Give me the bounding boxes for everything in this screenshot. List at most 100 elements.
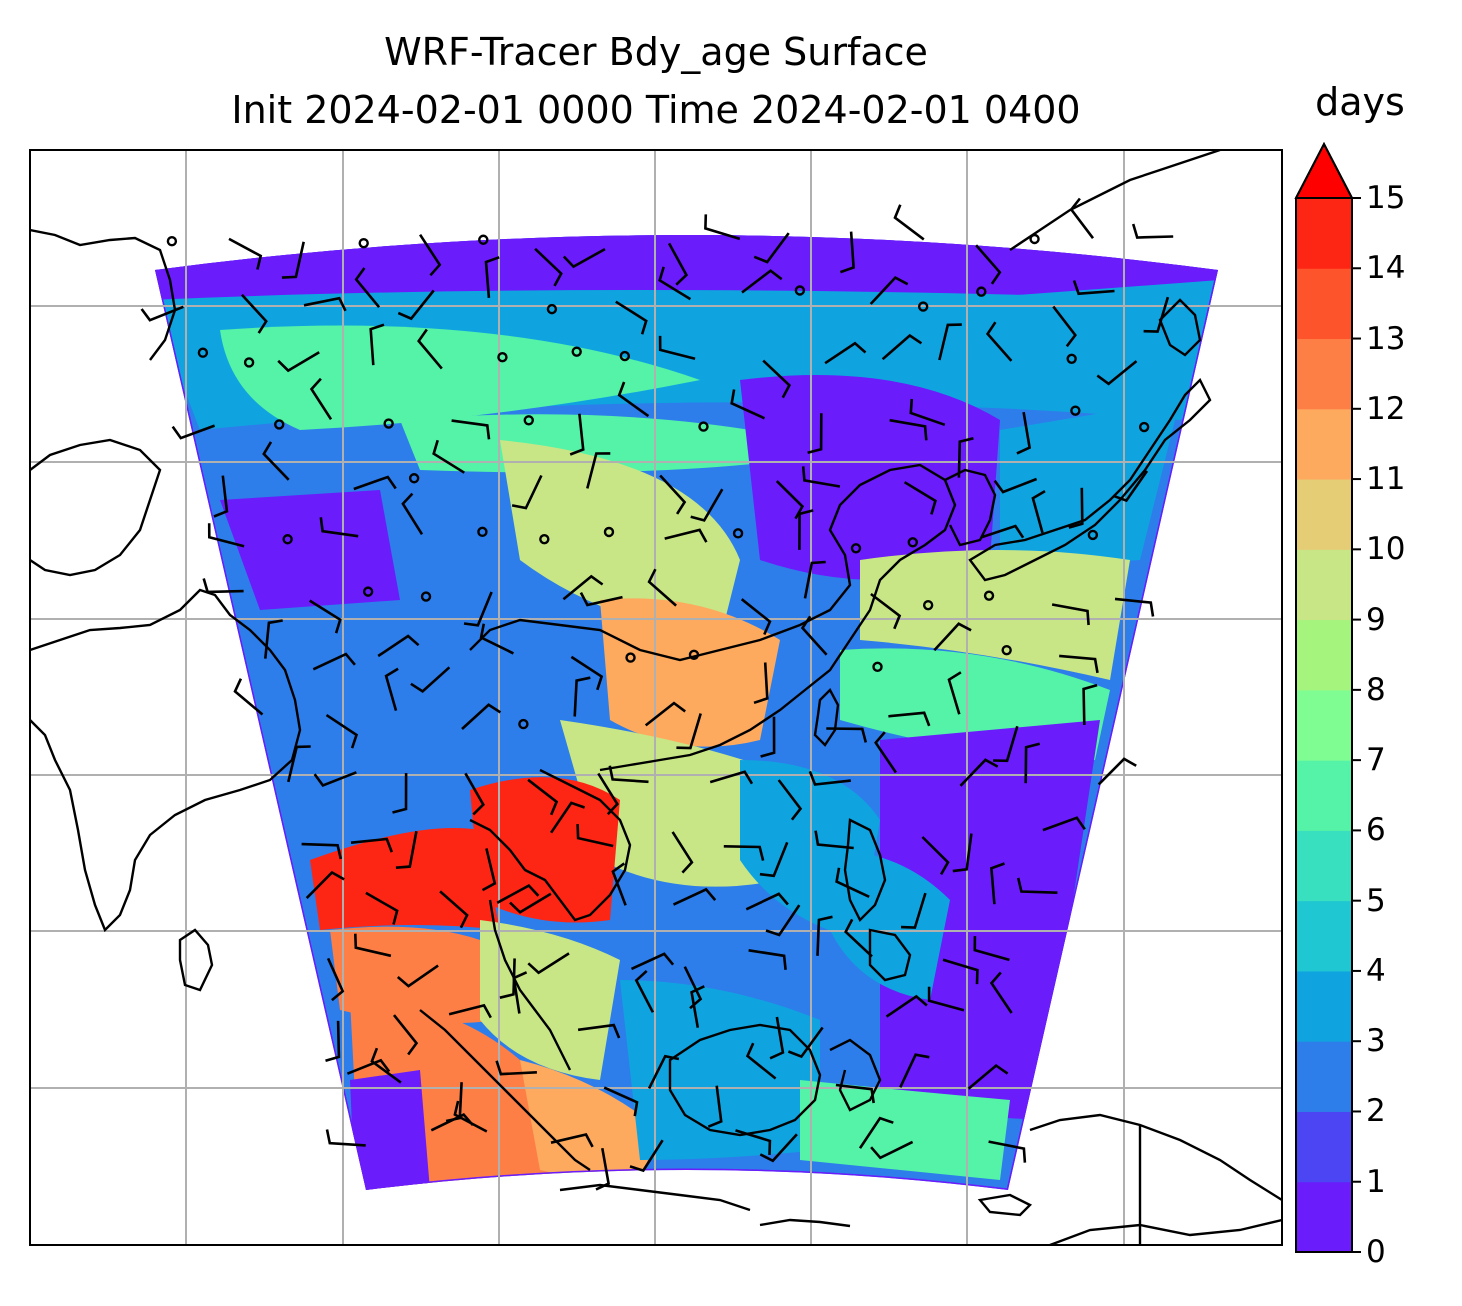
- wind-barb: [1131, 223, 1174, 239]
- wind-barb: [396, 964, 439, 988]
- wind-barb: [570, 655, 604, 691]
- wind-barb: [959, 758, 999, 787]
- wind-barb: [899, 1053, 930, 1088]
- wind-barb: [453, 1100, 488, 1133]
- wind-barb: [171, 424, 216, 440]
- wind-barb: [730, 389, 766, 420]
- wind-barb: [1068, 487, 1084, 529]
- wind-barb: [1096, 360, 1138, 386]
- coastline-taiwan: [813, 688, 840, 747]
- wind-barb: [301, 842, 343, 860]
- wind-barb: [597, 772, 619, 816]
- wind-barb: [586, 452, 611, 489]
- wind-barb: [826, 727, 868, 743]
- coastline-caspian: [30, 228, 177, 361]
- wind-barb: [938, 323, 962, 361]
- colorbar-tick-label: 14: [1366, 250, 1406, 287]
- wind-barb-calm: [539, 533, 550, 545]
- wind-barb: [1016, 411, 1032, 455]
- wind-barb: [671, 831, 694, 874]
- coastline-russia-east: [1009, 150, 1221, 251]
- wind-barb: [461, 703, 502, 730]
- wind-barb: [309, 377, 333, 421]
- wind-barb: [576, 824, 614, 848]
- wind-barb: [213, 475, 229, 518]
- colorbar-segment: [1296, 970, 1352, 1042]
- wind-barb: [803, 560, 826, 599]
- wind-barb: [392, 1014, 419, 1056]
- wind-barb: [870, 1140, 914, 1160]
- wind-barb: [326, 957, 345, 1002]
- coastline-timor: [977, 1193, 1033, 1217]
- wind-barb: [240, 293, 268, 334]
- wind-barb: [753, 232, 790, 264]
- gridlines: [30, 150, 1282, 1245]
- coastline-mindanao: [868, 928, 912, 982]
- wind-barb-calm: [358, 237, 369, 249]
- wind-barb: [1051, 603, 1090, 626]
- field-region: [600, 598, 780, 747]
- wind-barb: [562, 247, 606, 269]
- wind-barb: [947, 671, 962, 715]
- wind-barb: [350, 837, 394, 853]
- wind-barb: [1097, 757, 1137, 786]
- wind-barb: [479, 623, 514, 655]
- colorbar-tick-label: 13: [1366, 320, 1406, 357]
- wind-barb: [760, 716, 776, 758]
- colorbar-segment: [1296, 479, 1352, 550]
- wind-barb: [658, 335, 696, 361]
- coastline-lesser-sunda: [759, 1218, 851, 1228]
- colorbar-segment: [1296, 1041, 1352, 1112]
- wind-barb-calm: [166, 236, 178, 247]
- wind-barb-calm: [1029, 233, 1040, 245]
- coastline-australia-north: [1049, 1218, 1282, 1245]
- colorbar-tick-label: 5: [1366, 882, 1386, 919]
- wind-barb: [921, 836, 950, 876]
- wind-barb: [233, 678, 264, 716]
- field-region: [310, 828, 500, 930]
- wind-barb-calm: [477, 526, 488, 538]
- wind-barb: [369, 323, 385, 366]
- wind-barb: [667, 242, 689, 286]
- wind-barb-calm: [518, 718, 529, 730]
- wind-barb: [410, 666, 451, 694]
- wind-barb-calm: [1087, 529, 1099, 541]
- wind-barb: [870, 592, 902, 630]
- wind-barb: [464, 772, 485, 816]
- field-region: [800, 1080, 1010, 1180]
- wind-barb: [509, 892, 552, 914]
- wind-barb: [988, 1140, 1027, 1163]
- colorbar-outline: [1295, 141, 1353, 1253]
- wind-barb: [745, 892, 789, 911]
- wind-barb: [957, 437, 974, 478]
- wind-barb: [893, 204, 925, 241]
- wind-barb: [1024, 742, 1041, 784]
- wind-barb: [993, 725, 1019, 763]
- wind-barb-calm: [619, 350, 631, 362]
- colorbar-segment: [1296, 268, 1352, 340]
- coastline-sri-lanka: [178, 928, 214, 992]
- coastline-java: [559, 1183, 751, 1212]
- wind-barb-calm: [794, 285, 806, 296]
- wind-barb: [484, 256, 500, 299]
- wind-barb: [835, 1083, 875, 1104]
- wind-barb: [281, 241, 305, 279]
- colorbar-tick-label: 10: [1366, 531, 1406, 568]
- wind-barb: [527, 952, 570, 975]
- wind-barb-calm: [922, 599, 934, 611]
- wind-barb: [511, 474, 543, 510]
- wind-barb: [1143, 296, 1170, 333]
- wind-barb-calm: [420, 591, 432, 602]
- wind-barb: [1059, 654, 1099, 674]
- wind-barb: [325, 714, 359, 749]
- wind-barb: [264, 619, 283, 659]
- wind-barb: [401, 492, 424, 535]
- wind-barb: [377, 634, 420, 658]
- colorbar-tick-label: 15: [1366, 180, 1406, 216]
- wind-barb: [759, 841, 789, 878]
- wind-barb: [664, 528, 708, 543]
- wind-barb: [617, 381, 650, 418]
- wind-barb: [417, 328, 443, 370]
- field-region: [220, 490, 400, 610]
- field-region: [520, 1060, 660, 1180]
